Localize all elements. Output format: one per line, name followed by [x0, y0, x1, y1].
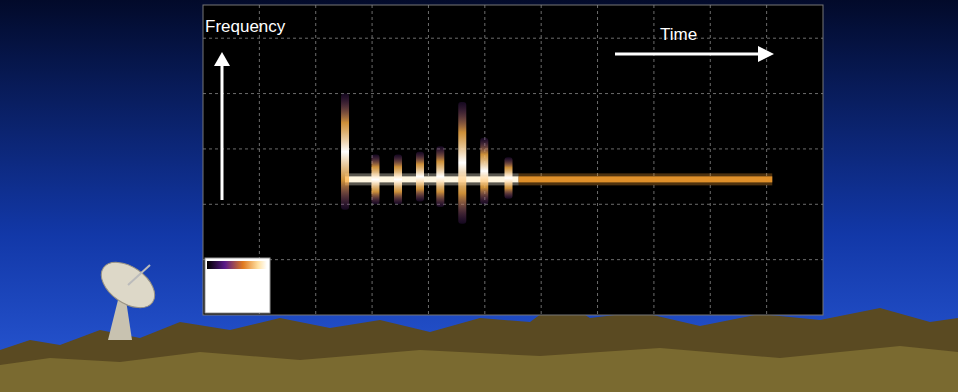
carrier-glow [345, 173, 519, 185]
grid-line-y [203, 259, 823, 260]
dish-feed [128, 265, 150, 285]
grid-line-x [653, 5, 654, 315]
landscape-front [0, 346, 958, 392]
grid-line-x [428, 5, 429, 315]
pulse [341, 94, 349, 210]
x-arrow [615, 53, 762, 56]
pulse [458, 102, 466, 224]
grid-line-y [203, 93, 823, 94]
pulse [480, 138, 488, 204]
carrier-segment [519, 176, 773, 182]
grid-line-x [541, 5, 542, 315]
y-arrow [221, 62, 224, 200]
x-axis-label: Time [660, 25, 697, 44]
grid-line-y [203, 204, 823, 205]
dish [93, 253, 163, 317]
carrier-segment [345, 176, 519, 182]
carrier-glow [519, 173, 773, 185]
grid-line-x [315, 5, 316, 315]
pulse [436, 146, 444, 207]
background [0, 0, 958, 392]
grid-line-x [597, 5, 598, 315]
pulse [394, 154, 402, 204]
info-box [205, 258, 270, 313]
pulse [504, 157, 512, 199]
x-arrow-head [758, 46, 774, 62]
grid-line-x [710, 5, 711, 315]
colorbar [207, 261, 267, 269]
grid-line-y [203, 38, 823, 39]
pulse [416, 152, 424, 202]
plot-frame [203, 5, 823, 315]
y-axis-label: Frequency [205, 17, 286, 36]
y-arrow-head [214, 52, 230, 66]
radio-telescope [93, 253, 163, 340]
grid-line-y [203, 148, 823, 149]
pulse [371, 154, 379, 204]
marks [341, 94, 772, 224]
